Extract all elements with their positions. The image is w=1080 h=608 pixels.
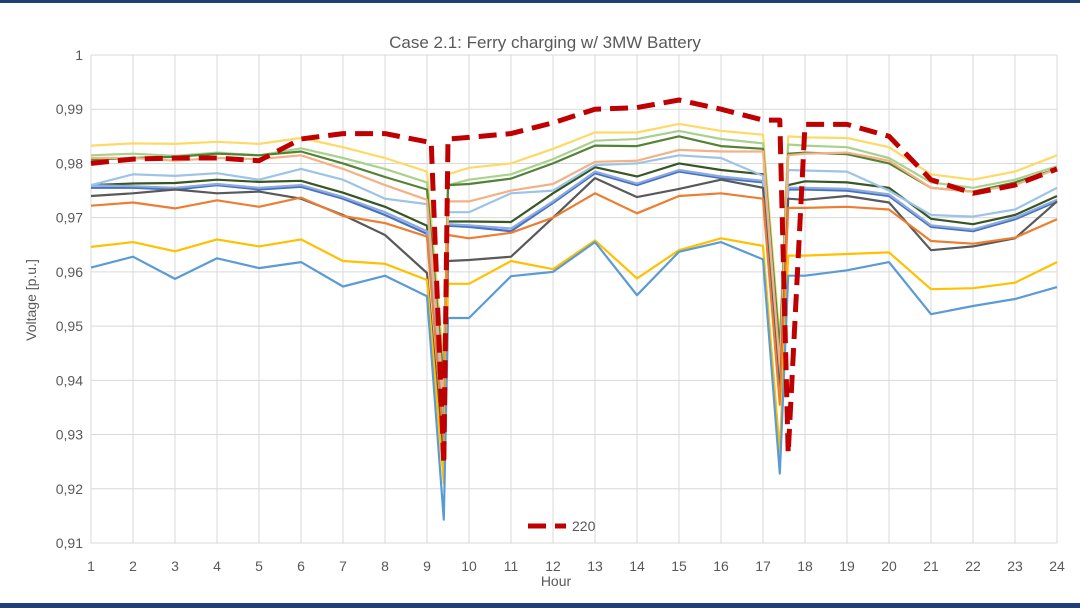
- chart-title: Case 2.1: Ferry charging w/ 3MW Battery: [389, 33, 701, 52]
- series-line-4: [90, 162, 1058, 423]
- y-axis-label: Voltage [p.u.]: [23, 259, 39, 341]
- x-tick-label: 12: [545, 558, 561, 574]
- y-tick-label: 0,97: [56, 210, 83, 226]
- y-tick-label: 0,92: [56, 481, 83, 497]
- x-tick-label: 5: [255, 558, 263, 574]
- x-tick-label: 15: [671, 558, 687, 574]
- x-tick-label: 9: [423, 558, 431, 574]
- series-line-9: [90, 177, 1058, 463]
- y-tick-label: 0,98: [56, 155, 83, 171]
- bottom-border: [0, 603, 1080, 608]
- series-line-1: [90, 122, 1058, 366]
- x-tick-label: 7: [339, 558, 347, 574]
- series-group: [90, 97, 1058, 521]
- y-tick-label: 0,99: [56, 101, 83, 117]
- grid: [90, 54, 1058, 544]
- series-line-7: [90, 154, 1058, 414]
- x-tick-label: 14: [629, 558, 645, 574]
- legend-label: 220: [572, 518, 596, 534]
- x-tick-label: 22: [965, 558, 981, 574]
- x-tick-label: 11: [504, 558, 519, 574]
- x-tick-label: 3: [171, 558, 179, 574]
- x-tick-label: 21: [923, 558, 939, 574]
- y-tick-label: 0,91: [56, 535, 83, 551]
- y-tick-label: 0,96: [56, 264, 83, 280]
- y-tick-label: 0,95: [56, 318, 83, 334]
- y-tick-label: 0,94: [56, 372, 83, 388]
- series-line-12: [90, 241, 1058, 521]
- x-tick-label: 23: [1007, 558, 1023, 574]
- x-axis-label: Hour: [541, 573, 572, 589]
- x-tick-label: 17: [755, 558, 771, 574]
- x-tick-label: 1: [87, 558, 95, 574]
- x-tick-label: 20: [881, 558, 897, 574]
- x-tick-label: 19: [839, 558, 855, 574]
- x-tick-label: 18: [797, 558, 813, 574]
- x-tick-label: 4: [213, 558, 221, 574]
- x-tick-label: 6: [297, 558, 305, 574]
- series-line-11: [90, 237, 1058, 485]
- series-line-0: [90, 97, 1058, 467]
- top-border: [0, 0, 1080, 3]
- x-tick-label: 13: [587, 558, 603, 574]
- series-line-8: [91, 148, 1058, 401]
- x-tick-label: 10: [461, 558, 477, 574]
- y-tick-label: 0,93: [56, 427, 83, 443]
- x-tick-label: 24: [1049, 558, 1065, 574]
- series-line-5: [91, 170, 1058, 425]
- series-line-3: [90, 135, 1058, 385]
- x-tick-label: 16: [713, 558, 729, 574]
- y-tick-label: 1: [75, 47, 83, 63]
- series-line-6: [90, 168, 1058, 421]
- series-line-10: [90, 192, 1058, 443]
- x-tick-label: 8: [381, 558, 389, 574]
- x-tick-label: 2: [129, 558, 137, 574]
- legend: 220: [528, 518, 596, 534]
